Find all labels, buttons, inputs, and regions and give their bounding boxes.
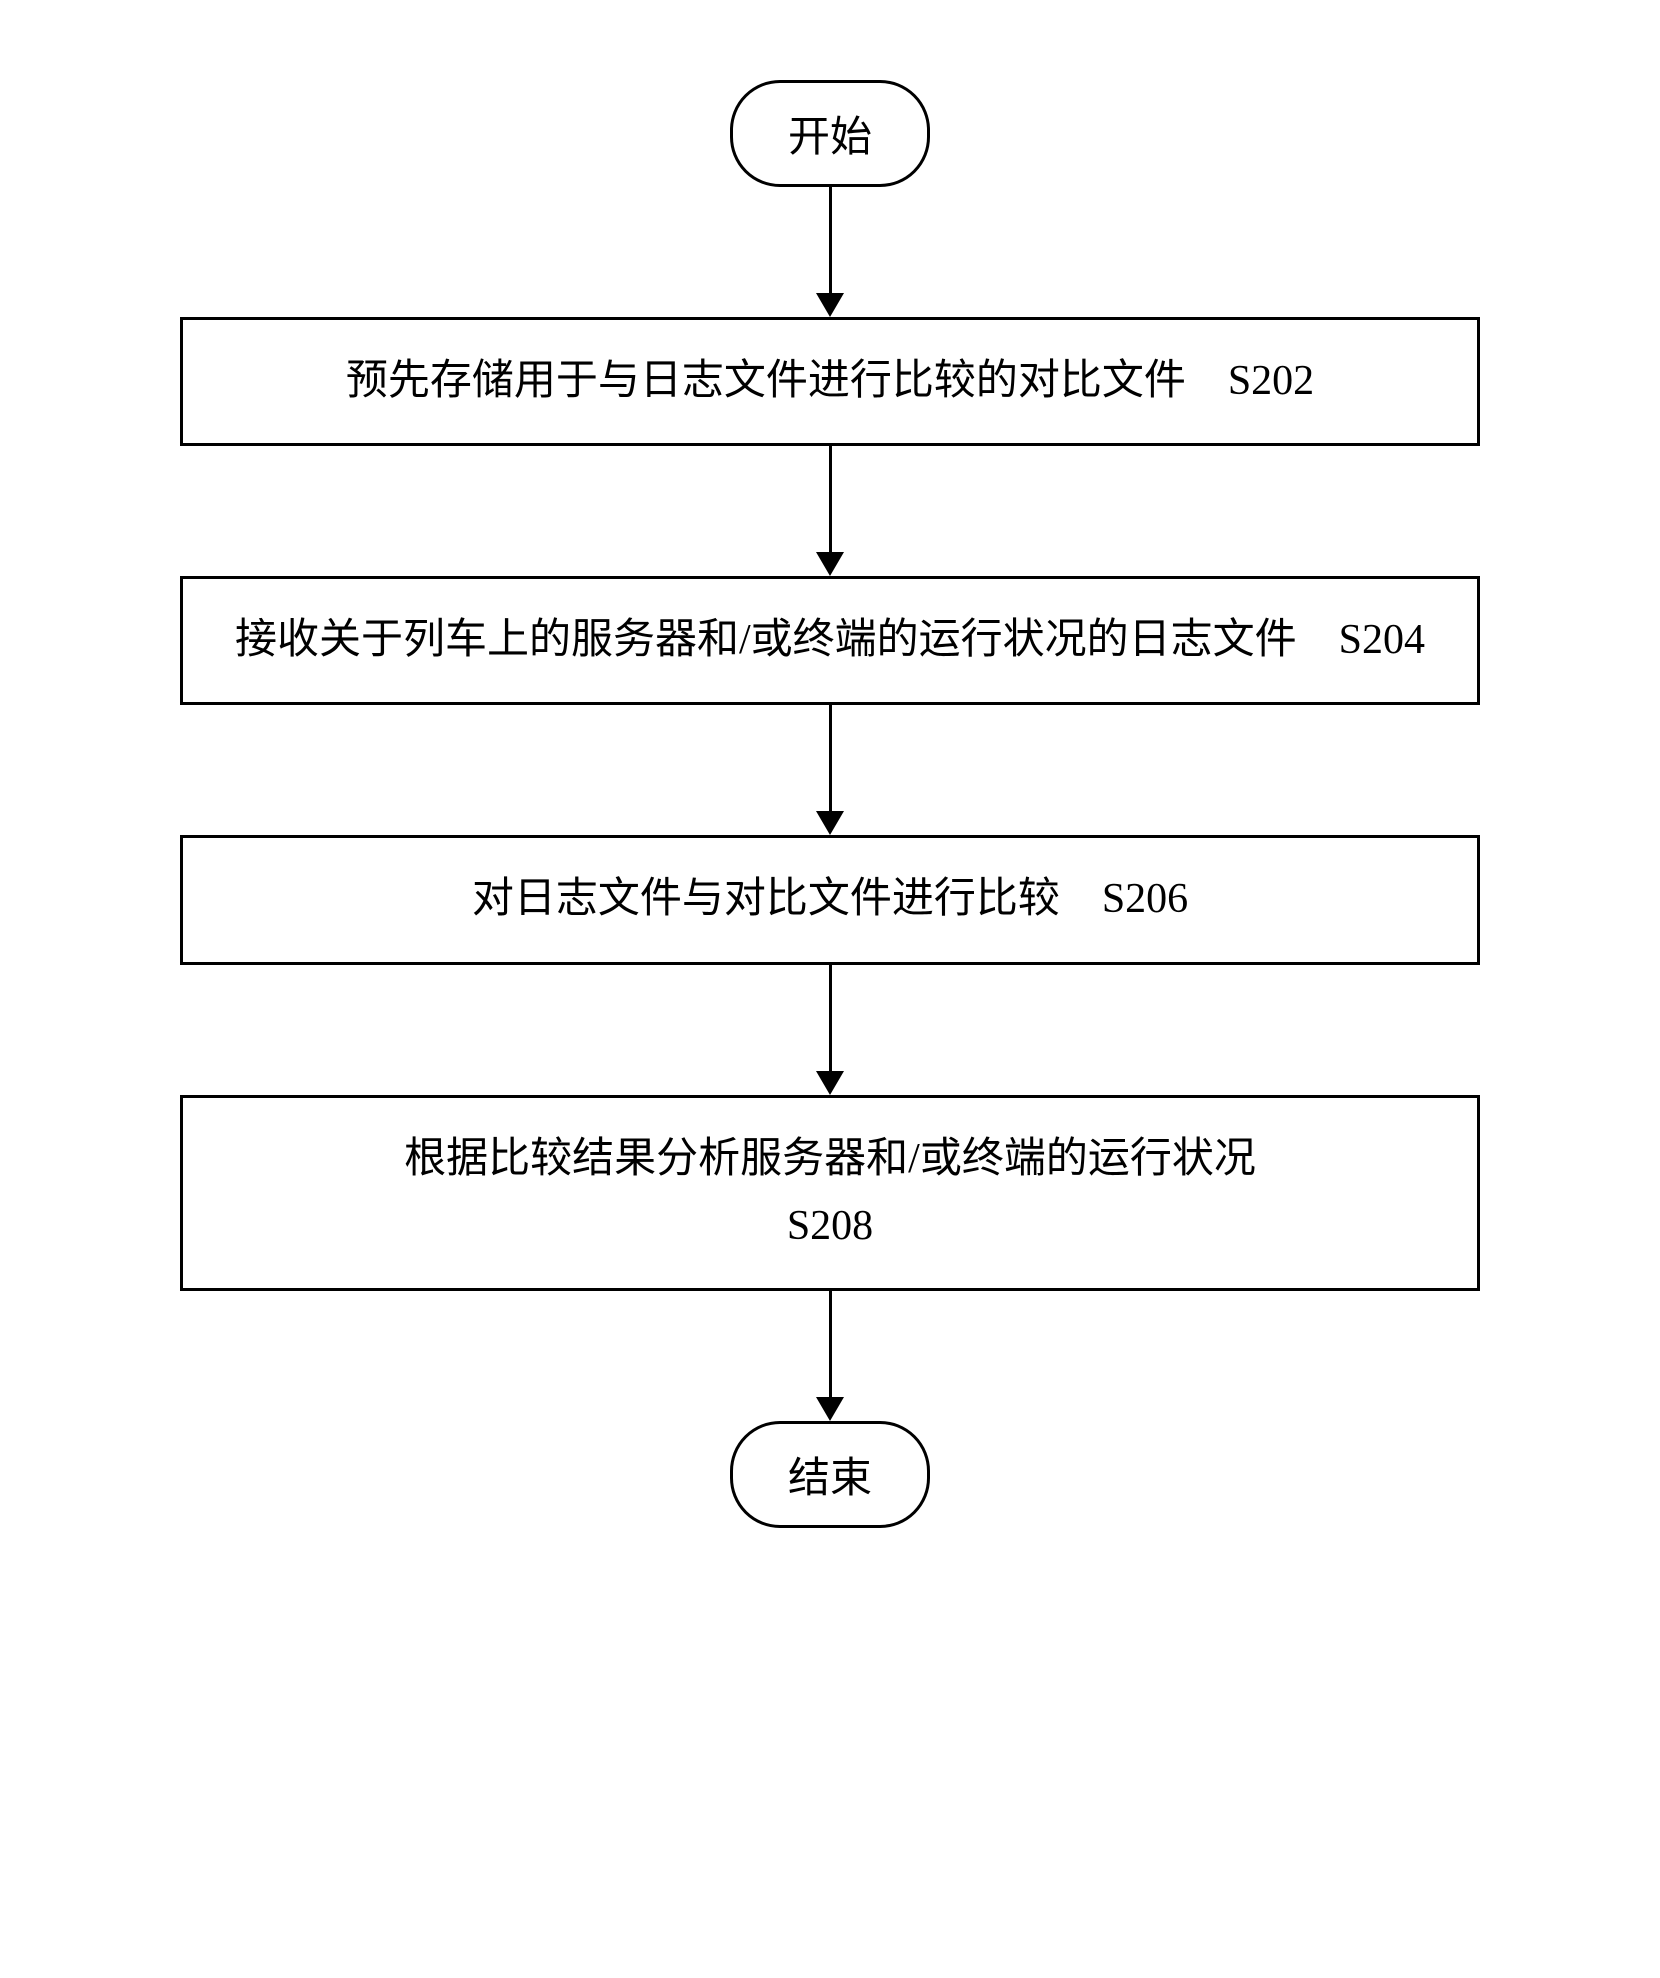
arrow-4	[816, 965, 844, 1095]
arrow-head-icon	[816, 811, 844, 835]
flowchart-container: 开始 预先存储用于与日志文件进行比较的对比文件 S202 接收关于列车上的服务器…	[130, 80, 1530, 1528]
process-step-s206: 对日志文件与对比文件进行比较 S206	[180, 835, 1480, 964]
terminal-end: 结束	[730, 1421, 930, 1528]
terminal-start: 开始	[730, 80, 930, 187]
arrow-5	[816, 1291, 844, 1421]
arrow-line	[829, 1291, 832, 1397]
process-step-code: S204	[1339, 617, 1425, 663]
arrow-line	[829, 446, 832, 552]
process-step-s202: 预先存储用于与日志文件进行比较的对比文件 S202	[180, 317, 1480, 446]
arrow-head-icon	[816, 552, 844, 576]
arrow-head-icon	[816, 1397, 844, 1421]
process-step-text: 接收关于列车上的服务器和/或终端的运行状况的日志文件	[235, 617, 1297, 663]
process-step-code: S208	[787, 1203, 873, 1249]
process-step-text: 根据比较结果分析服务器和/或终端的运行状况	[404, 1136, 1256, 1182]
arrow-3	[816, 705, 844, 835]
terminal-start-label: 开始	[788, 115, 872, 161]
arrow-line	[829, 965, 832, 1071]
process-step-code: S202	[1228, 358, 1314, 404]
process-step-text: 对日志文件与对比文件进行比较	[472, 876, 1060, 922]
terminal-end-label: 结束	[788, 1456, 872, 1502]
arrow-2	[816, 446, 844, 576]
process-step-s208: 根据比较结果分析服务器和/或终端的运行状况 S208	[180, 1095, 1480, 1291]
arrow-line	[829, 187, 832, 293]
process-step-text: 预先存储用于与日志文件进行比较的对比文件	[346, 358, 1186, 404]
arrow-1	[816, 187, 844, 317]
arrow-head-icon	[816, 293, 844, 317]
process-step-code: S206	[1102, 876, 1188, 922]
process-step-s204: 接收关于列车上的服务器和/或终端的运行状况的日志文件 S204	[180, 576, 1480, 705]
arrow-line	[829, 705, 832, 811]
arrow-head-icon	[816, 1071, 844, 1095]
